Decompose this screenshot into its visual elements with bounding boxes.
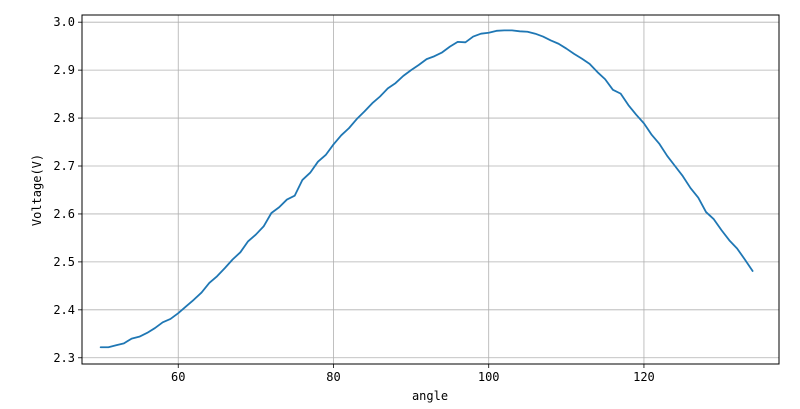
plot-area xyxy=(82,15,779,364)
y-axis-label: Voltage(V) xyxy=(30,154,44,226)
grid xyxy=(82,15,779,364)
series-line xyxy=(99,29,754,349)
x-tick-label: 100 xyxy=(478,370,500,384)
y-tick-label: 3.0 xyxy=(53,15,75,29)
x-tick-label: 80 xyxy=(326,370,340,384)
plot-frame xyxy=(81,14,780,365)
series-layer xyxy=(99,29,754,349)
x-axis-ticks: 60 80 100 120 xyxy=(171,364,655,384)
y-tick-label: 2.5 xyxy=(53,255,75,269)
y-tick-label: 2.9 xyxy=(53,63,75,77)
x-tick-label: 60 xyxy=(171,370,185,384)
y-tick-label: 2.8 xyxy=(53,111,75,125)
y-tick-label: 2.3 xyxy=(53,351,75,365)
x-tick-label: 120 xyxy=(633,370,655,384)
y-axis-ticks: 2.3 2.4 2.5 2.6 2.7 2.8 2.9 3.0 xyxy=(53,15,82,365)
y-tick-label: 2.4 xyxy=(53,303,75,317)
y-tick-label: 2.6 xyxy=(53,207,75,221)
y-tick-label: 2.7 xyxy=(53,159,75,173)
x-axis-label: angle xyxy=(412,389,448,403)
